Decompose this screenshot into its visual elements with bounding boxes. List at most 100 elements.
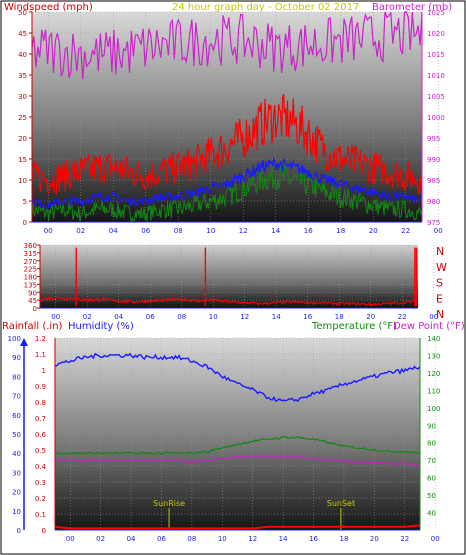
climate-x-tick-label: 16	[309, 535, 318, 543]
climate-x-tick-label: 08	[187, 535, 196, 543]
dir-y-tick-label: 270	[24, 258, 37, 266]
temp-y-tick-label: 80	[427, 440, 436, 448]
wind-x-tick-label: 08	[174, 227, 183, 235]
rain-y-tick-label: 0.1	[35, 511, 46, 519]
baro-y-tick-label: 980	[427, 198, 440, 206]
wind-x-tick-label: 06	[141, 227, 150, 235]
baro-y-tick-label: 1025	[427, 9, 445, 17]
rain-y-tick-label: 0.5	[35, 447, 46, 455]
baro-y-tick-label: 995	[427, 135, 440, 143]
rain-y-tick-label: 0.6	[35, 431, 47, 439]
series-direction-line	[39, 295, 419, 307]
series-humidity-line	[54, 352, 421, 403]
dir-x-tick-label: 00	[51, 313, 60, 321]
windspeed-axis-title: Windspeed (mph)	[4, 2, 93, 13]
dir-y-tick-label: 0	[33, 305, 37, 313]
dir-x-tick-label: 00	[429, 313, 438, 321]
wind-x-tick-label: 04	[109, 227, 118, 235]
rain-y-tick-label: 0.9	[35, 383, 46, 391]
dir-x-tick-label: 20	[366, 313, 375, 321]
dir-x-tick-label: 22	[398, 313, 407, 321]
dir-y-tick-label: 45	[28, 297, 37, 305]
wind-x-tick-label: 14	[271, 227, 280, 235]
rain-y-tick-label: 1	[42, 367, 46, 375]
wind-x-tick-label: 02	[76, 227, 85, 235]
series-rainfall-line	[54, 524, 421, 530]
rain-y-tick-label: 0.8	[35, 399, 46, 407]
humidity-y-tick-label: 80	[12, 373, 21, 381]
baro-y-tick-label: 1005	[427, 93, 445, 101]
humidity-y-tick-label: 60	[12, 412, 21, 420]
dir-x-tick-label: 16	[303, 313, 312, 321]
baro-y-tick-label: 990	[427, 156, 440, 164]
baro-y-tick-label: 1000	[427, 114, 445, 122]
temperature-axis-title: Temperature (°F)	[311, 321, 397, 332]
baro-y-tick-label: 975	[427, 219, 440, 227]
dir-x-tick-label: 04	[114, 313, 123, 321]
climate-x-tick-label: 10	[218, 535, 227, 543]
climate-x-tick-label: 00	[431, 535, 440, 543]
baro-y-tick-label: 1015	[427, 51, 445, 59]
dir-y-tick-label: 180	[24, 274, 37, 282]
rain-y-tick-label: 0.3	[35, 479, 46, 487]
compass-label-w: W	[436, 261, 447, 274]
climate-x-tick-label: 00	[66, 535, 75, 543]
humidity-axis-arrowhead	[20, 338, 28, 346]
climate-x-tick-label: 18	[339, 535, 348, 543]
dir-x-tick-label: 02	[83, 313, 92, 321]
dir-y-tick-label: 225	[24, 266, 37, 274]
series-wind-blue-line	[31, 156, 423, 210]
rain-y-tick-label: 1.2	[35, 335, 46, 343]
wind-y-tick-label: 35	[18, 72, 27, 80]
climate-x-tick-label: 02	[96, 535, 105, 543]
dir-y-tick-label: 360	[24, 242, 37, 250]
series-dewpoint-line	[54, 455, 421, 467]
dir-x-tick-label: 18	[335, 313, 344, 321]
climate-x-tick-label: 22	[400, 535, 409, 543]
wind-x-tick-label: 00	[44, 227, 53, 235]
wind-y-tick-label: 0	[23, 219, 27, 227]
temp-y-tick-label: 140	[427, 335, 440, 343]
rain-y-tick-label: 0	[42, 527, 46, 535]
wind-y-tick-label: 50	[18, 9, 27, 17]
climate-x-tick-label: 12	[248, 535, 257, 543]
rain-y-tick-label: 1.1	[35, 351, 46, 359]
temp-y-tick-label: 130	[427, 352, 440, 360]
wind-x-tick-label: 18	[336, 227, 345, 235]
climate-x-tick-label: 04	[127, 535, 136, 543]
humidity-y-tick-label: 10	[12, 508, 21, 516]
humidity-y-tick-label: 50	[12, 431, 21, 439]
climate-x-tick-label: 20	[370, 535, 379, 543]
wind-y-tick-label: 40	[18, 51, 27, 59]
rainfall-axis-title: Rainfall (.in)	[2, 321, 63, 332]
series-temperature-line	[54, 436, 421, 455]
sunrise-label: SunRise	[153, 499, 185, 508]
temp-y-tick-label: 120	[427, 370, 440, 378]
dir-x-tick-label: 14	[272, 313, 281, 321]
temp-y-tick-label: 50	[427, 492, 436, 500]
climate-x-tick-label: 14	[279, 535, 288, 543]
chart-title: 24 hour graph day - October 02 2017	[172, 2, 359, 13]
dir-x-tick-label: 10	[209, 313, 218, 321]
dir-y-tick-label: 315	[24, 250, 37, 258]
temp-y-tick-label: 60	[427, 475, 436, 483]
compass-label-n: N	[436, 308, 444, 321]
wind-x-tick-label: 16	[304, 227, 313, 235]
wind-x-tick-label: 10	[206, 227, 215, 235]
series-layer	[31, 11, 423, 530]
wind-x-tick-label: 12	[239, 227, 248, 235]
baro-y-tick-label: 1010	[427, 72, 445, 80]
wind-x-tick-label: 00	[434, 227, 443, 235]
wind-y-tick-label: 25	[18, 114, 27, 122]
dewpoint-axis-title: Dew Point (°F)	[393, 321, 465, 332]
baro-y-tick-label: 1020	[427, 30, 445, 38]
series-barometer-line	[31, 11, 423, 80]
rain-y-tick-label: 0.4	[35, 463, 47, 471]
humidity-y-tick-label: 70	[12, 393, 21, 401]
humidity-y-tick-label: 40	[12, 450, 21, 458]
dir-x-tick-label: 12	[240, 313, 249, 321]
rain-y-tick-label: 0.7	[35, 415, 46, 423]
